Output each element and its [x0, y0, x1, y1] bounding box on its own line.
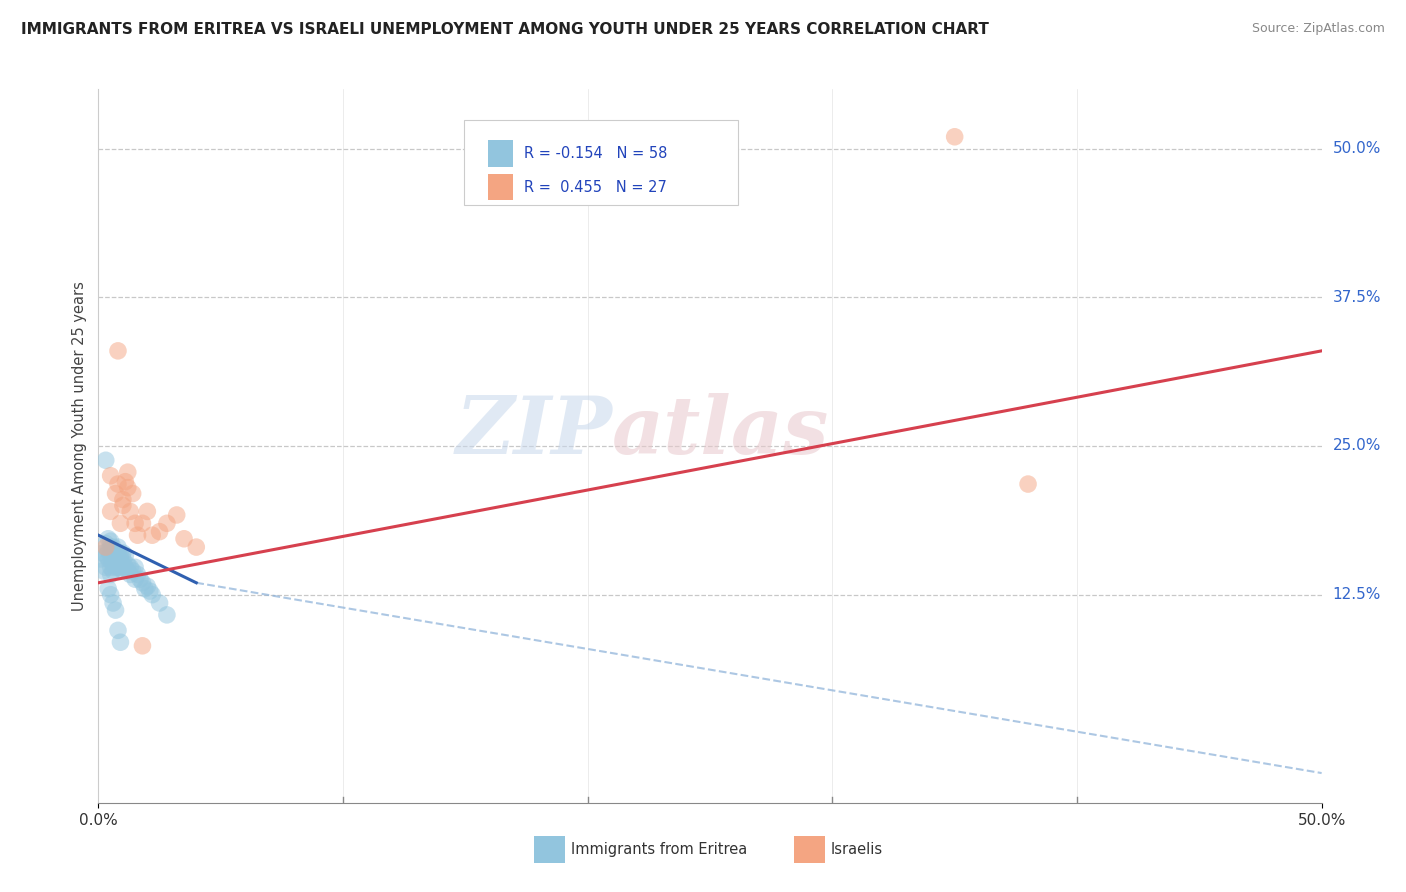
- Point: [131, 516, 153, 531]
- Point: [100, 534, 122, 549]
- Point: [111, 564, 134, 578]
- Point: [943, 129, 966, 144]
- Point: [117, 558, 139, 572]
- Point: [131, 575, 153, 590]
- Point: [100, 560, 122, 574]
- Text: R =  0.455   N = 27: R = 0.455 N = 27: [524, 179, 668, 194]
- Point: [120, 560, 142, 574]
- Point: [111, 552, 134, 566]
- Text: 50.0%: 50.0%: [1333, 141, 1381, 156]
- Point: [129, 572, 152, 586]
- Point: [107, 560, 129, 574]
- Point: [107, 552, 129, 566]
- Point: [104, 603, 127, 617]
- Point: [124, 560, 146, 574]
- Text: atlas: atlas: [612, 393, 830, 470]
- Point: [110, 549, 132, 563]
- Point: [97, 582, 120, 596]
- Point: [110, 560, 132, 574]
- Point: [111, 499, 134, 513]
- Point: [94, 560, 117, 574]
- Point: [101, 558, 124, 572]
- Point: [121, 564, 143, 578]
- Point: [120, 567, 142, 582]
- Point: [111, 558, 134, 572]
- Point: [156, 516, 179, 531]
- Point: [100, 540, 122, 554]
- Point: [110, 635, 132, 649]
- Point: [104, 549, 127, 563]
- Point: [124, 516, 146, 531]
- Point: [107, 540, 129, 554]
- Point: [127, 567, 149, 582]
- Point: [94, 549, 117, 563]
- Point: [90, 552, 112, 566]
- Point: [91, 564, 114, 578]
- Text: R = -0.154   N = 58: R = -0.154 N = 58: [524, 146, 668, 161]
- Point: [114, 549, 136, 563]
- Point: [104, 556, 127, 570]
- Point: [101, 596, 124, 610]
- Point: [94, 536, 117, 550]
- Point: [117, 481, 139, 495]
- Point: [97, 552, 120, 566]
- Point: [100, 567, 122, 582]
- Point: [186, 540, 208, 554]
- Text: 37.5%: 37.5%: [1333, 290, 1381, 305]
- Point: [117, 564, 139, 578]
- Point: [131, 639, 153, 653]
- Text: IMMIGRANTS FROM ERITREA VS ISRAELI UNEMPLOYMENT AMONG YOUTH UNDER 25 YEARS CORRE: IMMIGRANTS FROM ERITREA VS ISRAELI UNEMP…: [21, 22, 988, 37]
- Point: [104, 560, 127, 574]
- Point: [111, 546, 134, 560]
- Point: [94, 540, 117, 554]
- Point: [141, 588, 163, 602]
- Point: [94, 453, 117, 467]
- Point: [136, 579, 159, 593]
- Point: [120, 504, 142, 518]
- Point: [124, 572, 146, 586]
- Point: [134, 582, 156, 596]
- Text: Immigrants from Eritrea: Immigrants from Eritrea: [571, 842, 747, 856]
- Point: [101, 540, 124, 554]
- Text: 12.5%: 12.5%: [1333, 587, 1381, 602]
- Point: [110, 552, 132, 566]
- Point: [166, 508, 188, 522]
- Point: [100, 588, 122, 602]
- Point: [110, 516, 132, 531]
- Text: Source: ZipAtlas.com: Source: ZipAtlas.com: [1251, 22, 1385, 36]
- Point: [121, 486, 143, 500]
- Point: [104, 486, 127, 500]
- Point: [139, 584, 162, 599]
- Point: [136, 504, 159, 518]
- Point: [107, 343, 129, 358]
- Y-axis label: Unemployment Among Youth under 25 years: Unemployment Among Youth under 25 years: [72, 281, 87, 611]
- Point: [100, 549, 122, 563]
- Point: [114, 475, 136, 489]
- Point: [91, 546, 114, 560]
- Point: [173, 532, 195, 546]
- Point: [100, 504, 122, 518]
- Text: 25.0%: 25.0%: [1333, 439, 1381, 453]
- Point: [114, 560, 136, 574]
- Text: ZIP: ZIP: [456, 393, 612, 470]
- Point: [107, 546, 129, 560]
- Point: [107, 477, 129, 491]
- Point: [117, 465, 139, 479]
- Point: [101, 564, 124, 578]
- Point: [100, 468, 122, 483]
- Point: [111, 492, 134, 507]
- Point: [97, 543, 120, 558]
- Point: [127, 528, 149, 542]
- Point: [156, 607, 179, 622]
- Point: [97, 532, 120, 546]
- Point: [149, 596, 172, 610]
- Point: [149, 524, 172, 539]
- Point: [141, 528, 163, 542]
- Point: [1017, 477, 1039, 491]
- Point: [101, 546, 124, 560]
- Point: [107, 624, 129, 638]
- Point: [104, 546, 127, 560]
- Text: Israelis: Israelis: [831, 842, 883, 856]
